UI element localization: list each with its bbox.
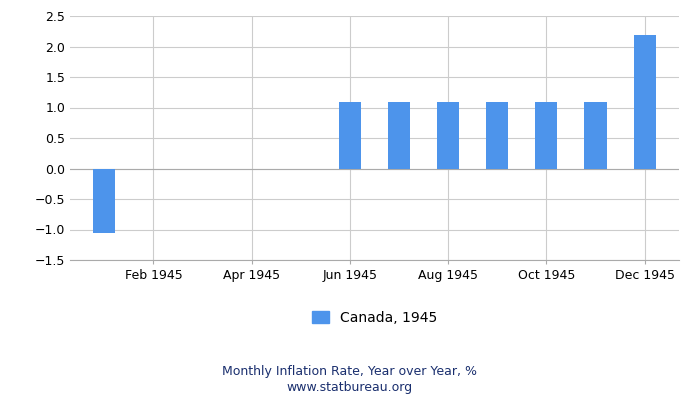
Bar: [486, 102, 508, 168]
Bar: [584, 102, 607, 168]
Text: www.statbureau.org: www.statbureau.org: [287, 382, 413, 394]
Bar: [93, 168, 116, 233]
Bar: [634, 35, 656, 168]
Bar: [388, 102, 410, 168]
Bar: [437, 102, 459, 168]
Bar: [339, 102, 361, 168]
Bar: [536, 102, 557, 168]
Legend: Canada, 1945: Canada, 1945: [312, 311, 437, 325]
Text: Monthly Inflation Rate, Year over Year, %: Monthly Inflation Rate, Year over Year, …: [223, 366, 477, 378]
